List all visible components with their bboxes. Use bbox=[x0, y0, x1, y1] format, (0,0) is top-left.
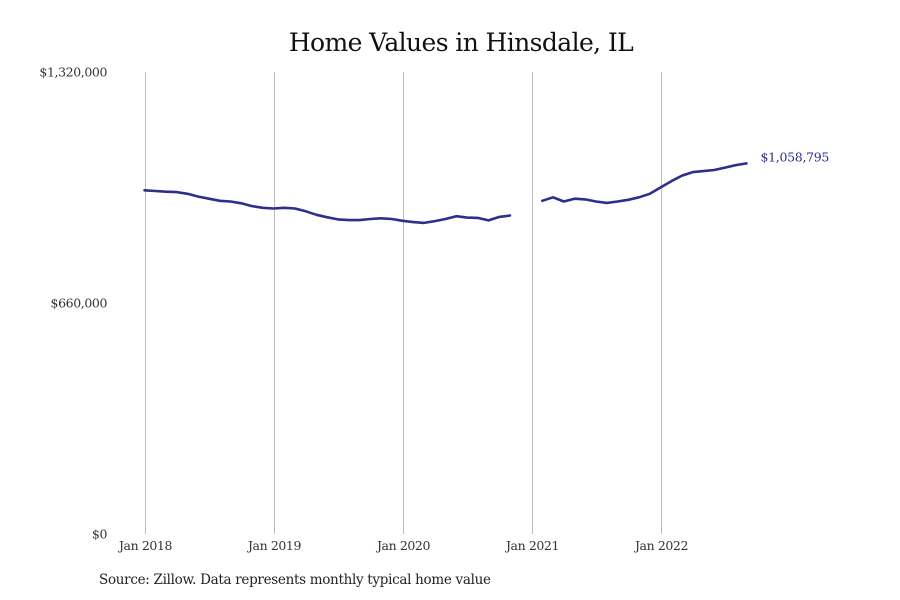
x-axis-ticks: Jan 2018 Jan 2019 Jan 2020 Jan 2021 Jan 2022 bbox=[117, 538, 689, 553]
end-value-label-group: $1,058,795 bbox=[761, 149, 830, 164]
x-tick-label: Jan 2022 bbox=[633, 538, 688, 553]
x-tick-label: Jan 2020 bbox=[375, 538, 431, 553]
x-tick-label: Jan 2019 bbox=[246, 538, 302, 553]
x-tick-label: Jan 2021 bbox=[504, 538, 559, 553]
x-tick-label: Jan 2018 bbox=[117, 538, 173, 553]
y-axis-ticks: $0 $660,000 $1,320,000 bbox=[39, 65, 107, 542]
end-value-label: $1,058,795 bbox=[761, 149, 830, 164]
series-line-segment bbox=[540, 162, 748, 205]
chart-title: Home Values in Hinsdale, IL bbox=[288, 28, 634, 57]
y-tick-label: $660,000 bbox=[51, 296, 108, 311]
series-line-segment bbox=[143, 189, 512, 225]
source-note: Source: Zillow. Data represents monthly … bbox=[99, 572, 491, 588]
gridlines bbox=[145, 72, 662, 534]
y-tick-label: $1,320,000 bbox=[39, 65, 107, 80]
series-line bbox=[143, 162, 748, 225]
y-tick-label: $0 bbox=[92, 527, 108, 542]
